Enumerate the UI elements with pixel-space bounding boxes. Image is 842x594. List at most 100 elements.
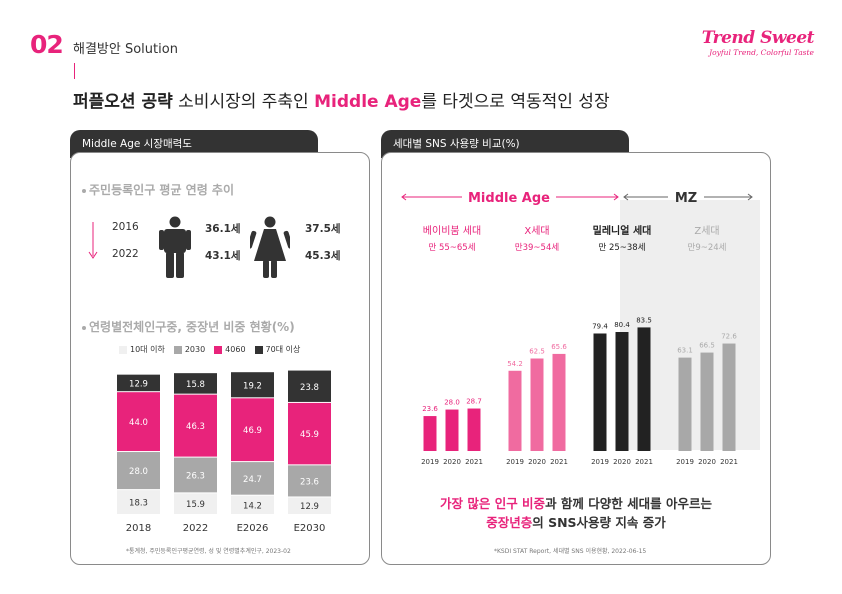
stack-segment bbox=[288, 402, 331, 465]
stack-segment bbox=[174, 373, 217, 394]
legend-swatch bbox=[173, 345, 182, 354]
x-tick-label: 2019 bbox=[591, 458, 609, 466]
male-age-2016: 36.1세 bbox=[205, 223, 241, 235]
stack-segment bbox=[117, 374, 160, 392]
segment-value-label: 26.3 bbox=[186, 471, 205, 481]
bar-value-label: 66.5 bbox=[699, 342, 715, 350]
generation-range: 만 25~38세 bbox=[598, 243, 645, 253]
segment-value-label: 18.3 bbox=[129, 499, 148, 509]
legend-swatch bbox=[214, 345, 223, 354]
bar-value-label: 72.6 bbox=[721, 333, 737, 341]
x-tick-label: 2020 bbox=[613, 458, 631, 466]
x-tick-label: 2020 bbox=[528, 458, 546, 466]
year-2022: 2022 bbox=[112, 248, 139, 260]
category-tick-label: E2030 bbox=[294, 523, 326, 534]
legend-item: 10대 이하 bbox=[119, 344, 165, 355]
segment-value-label: 12.9 bbox=[300, 502, 319, 512]
page-headline: 퍼플오션 공략 소비시장의 주축인 Middle Age를 타겟으로 역동적인 … bbox=[73, 87, 610, 112]
segment-value-label: 15.8 bbox=[186, 380, 205, 390]
sns-bar-chart: Middle Age MZ 베이비붐 세대만 55~65세 23.6 2019 28.0 2… bbox=[401, 191, 760, 466]
stack-segment bbox=[288, 370, 331, 402]
female-icon bbox=[250, 216, 290, 278]
stack-segment bbox=[231, 462, 274, 495]
male-icon bbox=[159, 216, 191, 278]
segment-value-label: 44.0 bbox=[129, 418, 148, 428]
sns-bar bbox=[593, 333, 607, 451]
mz-label: MZ bbox=[675, 191, 697, 206]
conclusion-line-1: 가장 많은 인구 비중과 함께 다양한 세대를 아우르는 bbox=[440, 496, 712, 511]
female-age-2022: 45.3세 bbox=[305, 250, 341, 262]
legend-item: 4060 bbox=[214, 345, 246, 354]
segment-value-label: 46.3 bbox=[186, 422, 205, 432]
bar-value-label: 28.0 bbox=[444, 399, 460, 407]
category-tick-label: 2022 bbox=[183, 523, 208, 534]
female-age-2016: 37.5세 bbox=[305, 223, 341, 235]
stack-segment bbox=[288, 497, 331, 514]
bar-value-label: 54.2 bbox=[507, 360, 523, 368]
left-source-note: *통계청, 주민등록인구평균연령, 성 및 연령별추계인구, 2023-02 bbox=[126, 548, 291, 555]
bar-value-label: 80.4 bbox=[614, 321, 630, 329]
bar-value-label: 63.1 bbox=[677, 347, 693, 355]
bar-value-label: 28.7 bbox=[466, 398, 482, 406]
x-tick-label: 2021 bbox=[550, 458, 568, 466]
generation-name: Z세대 bbox=[694, 225, 719, 237]
segment-value-label: 12.9 bbox=[129, 379, 148, 389]
stack-segment bbox=[117, 392, 160, 452]
conclusion-line-2: 중장년층의 SNS사용량 지속 증가 bbox=[486, 515, 666, 530]
arrow-right-icon bbox=[747, 193, 753, 201]
conclusion-text: 가장 많은 인구 비중과 함께 다양한 세대를 아우르는 중장년층의 SNS사용… bbox=[384, 494, 768, 532]
x-tick-label: 2021 bbox=[465, 458, 483, 466]
divider bbox=[74, 63, 75, 79]
sns-bar bbox=[637, 327, 651, 451]
segment-value-label: 23.6 bbox=[300, 477, 319, 487]
sns-bar bbox=[423, 416, 437, 451]
brand-logo: Trend Sweet Joyful Trend, Colorful Taste bbox=[702, 28, 815, 57]
segment-value-label: 46.9 bbox=[243, 426, 262, 436]
category-tick-label: E2026 bbox=[237, 523, 269, 534]
population-subtitle: 연령별전체인구중, 중장년 비중 현황(%) bbox=[82, 318, 295, 335]
x-tick-label: 2019 bbox=[421, 458, 439, 466]
generation-range: 만39~54세 bbox=[515, 243, 559, 253]
sns-bar bbox=[467, 408, 481, 451]
bar-value-label: 83.5 bbox=[636, 316, 652, 324]
x-tick-label: 2019 bbox=[506, 458, 524, 466]
bar-value-label: 65.6 bbox=[551, 343, 567, 351]
segment-value-label: 28.0 bbox=[129, 467, 148, 477]
stack-segment bbox=[231, 495, 274, 514]
x-tick-label: 2019 bbox=[676, 458, 694, 466]
arrow-left-icon bbox=[623, 193, 629, 201]
segment-value-label: 14.2 bbox=[243, 501, 262, 511]
sns-bar bbox=[678, 357, 692, 451]
bar-value-label: 79.4 bbox=[592, 322, 608, 330]
stack-segment bbox=[231, 372, 274, 398]
headline-highlight: Middle Age bbox=[314, 92, 422, 112]
segment-value-label: 23.8 bbox=[300, 383, 319, 393]
stack-segment bbox=[288, 465, 331, 497]
stack-segment bbox=[174, 457, 217, 493]
bar-value-label: 62.5 bbox=[529, 348, 545, 356]
legend-swatch bbox=[254, 345, 263, 354]
stack-segment bbox=[174, 493, 217, 514]
right-source-note: *KSDI STAT Report, 세대별 SNS 이용현황, 2022-06… bbox=[494, 548, 647, 555]
segment-value-label: 15.9 bbox=[186, 500, 205, 510]
arrow-right-icon bbox=[613, 193, 619, 201]
category-tick-label: 2018 bbox=[126, 523, 151, 534]
middle-age-label: Middle Age bbox=[468, 191, 550, 206]
bar-value-label: 23.6 bbox=[422, 405, 438, 413]
sns-bar bbox=[530, 358, 544, 451]
generation-range: 만9~24세 bbox=[688, 243, 727, 253]
x-tick-label: 2020 bbox=[698, 458, 716, 466]
segment-value-label: 24.7 bbox=[243, 475, 262, 485]
legend-item: 2030 bbox=[173, 345, 205, 354]
sns-bar bbox=[722, 343, 736, 451]
year-2016: 2016 bbox=[112, 221, 139, 233]
down-arrow-icon bbox=[88, 222, 98, 259]
sns-bar bbox=[700, 352, 714, 451]
headline-end: 를 타겟으로 역동적인 성장 bbox=[421, 92, 610, 112]
stack-segment bbox=[117, 490, 160, 514]
x-tick-label: 2021 bbox=[720, 458, 738, 466]
stack-segment bbox=[117, 452, 160, 490]
sns-bar bbox=[552, 353, 566, 451]
generation-name: 베이비붐 세대 bbox=[423, 225, 481, 237]
arrow-left-icon bbox=[401, 193, 407, 201]
